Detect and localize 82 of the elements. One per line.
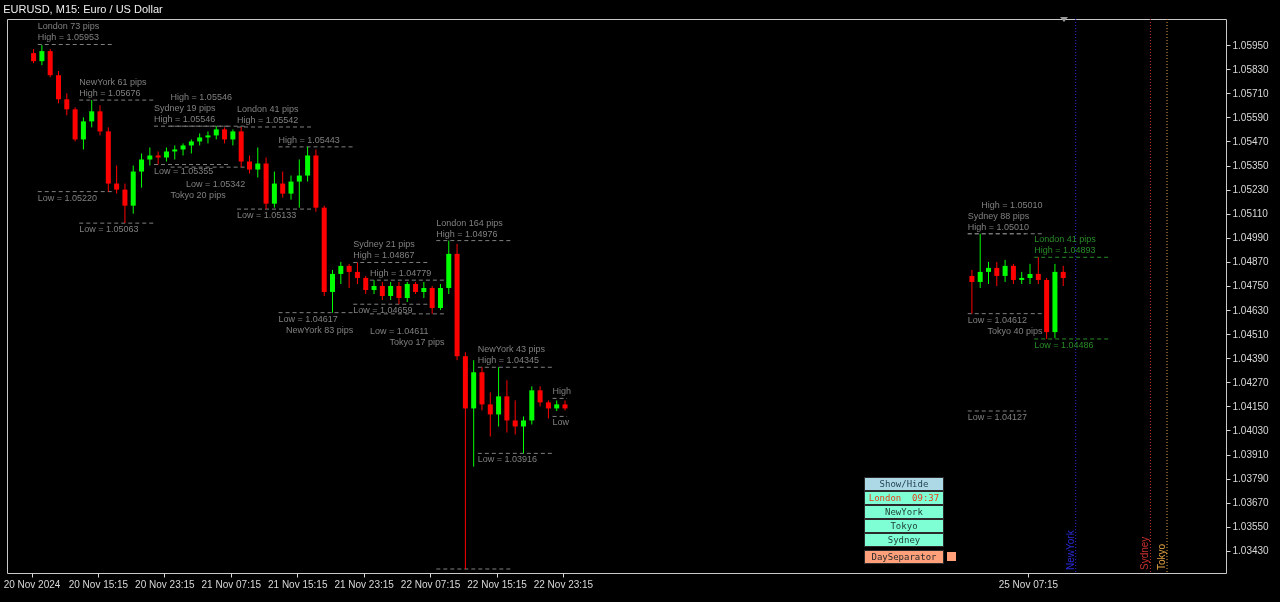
y-tick-label: 1.04750 (1232, 280, 1270, 292)
annotation: High = 1.05676 (79, 88, 141, 99)
annotation: Low = 1.04617 (278, 313, 338, 324)
annotation: High = 1.05546 (153, 114, 216, 125)
x-tick-label: 22 Nov 23:15 (533, 578, 594, 590)
y-tick-label: 1.04510 (1232, 328, 1270, 340)
annotation: Tokyo 20 pips (170, 190, 227, 201)
y-tick-label: 1.03430 (1232, 545, 1270, 557)
annotation: High = 1.05010 (981, 199, 1043, 210)
y-tick-label: 1.04390 (1232, 352, 1270, 364)
toggle-button: NewYork (864, 505, 944, 519)
y-tick-label: 1.04870 (1232, 256, 1270, 268)
y-tick-label: 1.05110 (1232, 208, 1269, 220)
annotation: Low = 1.05220 (37, 192, 98, 203)
annotation: London 41 pips (1034, 234, 1097, 245)
toggle-button: London 09:37 (864, 491, 944, 505)
y-tick-label: 1.05830 (1232, 63, 1270, 75)
annotation: High = 1.04779 (369, 268, 432, 279)
y-tick-label: 1.03790 (1232, 473, 1270, 485)
y-tick-label: 1.05710 (1232, 87, 1270, 99)
x-tick-label: 21 Nov 23:15 (334, 578, 395, 590)
ref-line-label: NewYork (1064, 529, 1076, 570)
annotation: Sydney 88 pips (967, 210, 1030, 221)
x-tick-label: 20 Nov 15:15 (68, 578, 129, 590)
annotation: Tokyo 40 pips (987, 325, 1043, 336)
annotation: Low = 1.05133 (237, 210, 297, 221)
y-tick-label: 1.03910 (1232, 449, 1270, 461)
annotation: London 164 pips (436, 217, 504, 228)
y-tick-label: 1.05590 (1232, 111, 1270, 123)
annotation: Low (552, 417, 570, 428)
x-tick-label: 20 Nov 23:15 (135, 578, 196, 590)
x-tick-label: 25 Nov 07:15 (998, 578, 1059, 590)
x-tick-label: 22 Nov 15:15 (467, 578, 528, 590)
y-tick-label: 1.05350 (1232, 160, 1270, 172)
toggle-button: Show/Hide (864, 477, 944, 491)
annotation: Low = 1.05342 (186, 179, 246, 190)
x-tick-label: 22 Nov 07:15 (400, 578, 461, 590)
annotation: High = 1.04867 (353, 250, 415, 261)
annotation: London 41 pips (237, 103, 300, 114)
annotation: High = 1.04345 (477, 355, 540, 366)
y-tick-label: 1.05950 (1232, 39, 1270, 51)
annotation: Low = 1.04659 (353, 305, 413, 316)
annotation: High = 1.04893 (1034, 245, 1096, 256)
toggle-button: DaySeparator (864, 550, 944, 564)
annotation: Low = 1.05355 (153, 165, 214, 176)
annotation: Low = 1.05063 (79, 224, 139, 235)
annotation: Low = 1.04611 (369, 325, 429, 336)
annotation: High = 1.05010 (967, 221, 1030, 232)
y-tick-label: 1.03670 (1232, 497, 1270, 509)
annotation: Low = 1.04127 (967, 412, 1028, 423)
toggle-button: Tokyo (864, 519, 944, 533)
annotation: High = 1.05546 (170, 92, 232, 103)
annotation: NewYork 43 pips (477, 344, 546, 355)
x-tick-label: 21 Nov 15:15 (267, 578, 328, 590)
annotation: High (552, 386, 572, 397)
y-tick-label: 1.04990 (1232, 232, 1270, 244)
y-tick-label: 1.04030 (1232, 424, 1270, 436)
annotation: High = 1.05542 (237, 114, 299, 125)
y-tick-label: 1.03550 (1232, 521, 1270, 533)
x-tick-label: 21 Nov 07:15 (201, 578, 262, 590)
ref-line-label: Tokyo (1156, 543, 1168, 570)
annotation: Low = 1.03916 (477, 454, 538, 465)
annotation: High = 1.05443 (278, 134, 340, 145)
annotation: NewYork 61 pips (79, 77, 147, 88)
y-tick-label: 1.05470 (1232, 135, 1270, 147)
x-tick-label: 20 Nov 2024 (3, 578, 61, 590)
annotation: Low = 1.04612 (967, 314, 1028, 325)
annotation: Sydney 21 pips (353, 239, 416, 250)
annotation: High = 1.05953 (37, 32, 100, 43)
annotation: Sydney 19 pips (153, 103, 217, 114)
toggle-button: Sydney (864, 533, 944, 547)
annotation: NewYork 83 pips (286, 324, 354, 335)
ref-line-label: Sydney (1139, 536, 1151, 570)
y-tick-label: 1.04270 (1232, 376, 1270, 388)
annotation: High = 1.04976 (436, 228, 498, 239)
annotation: Tokyo 17 pips (389, 336, 446, 347)
annotation: London 73 pips (37, 21, 100, 32)
y-tick-label: 1.04150 (1232, 400, 1270, 412)
y-tick-label: 1.04630 (1232, 304, 1270, 316)
chart-title: EURUSD, M15: Euro / US Dollar (3, 2, 164, 15)
annotation: Low = 1.04486 (1034, 339, 1094, 350)
y-tick-label: 1.05230 (1232, 184, 1270, 196)
